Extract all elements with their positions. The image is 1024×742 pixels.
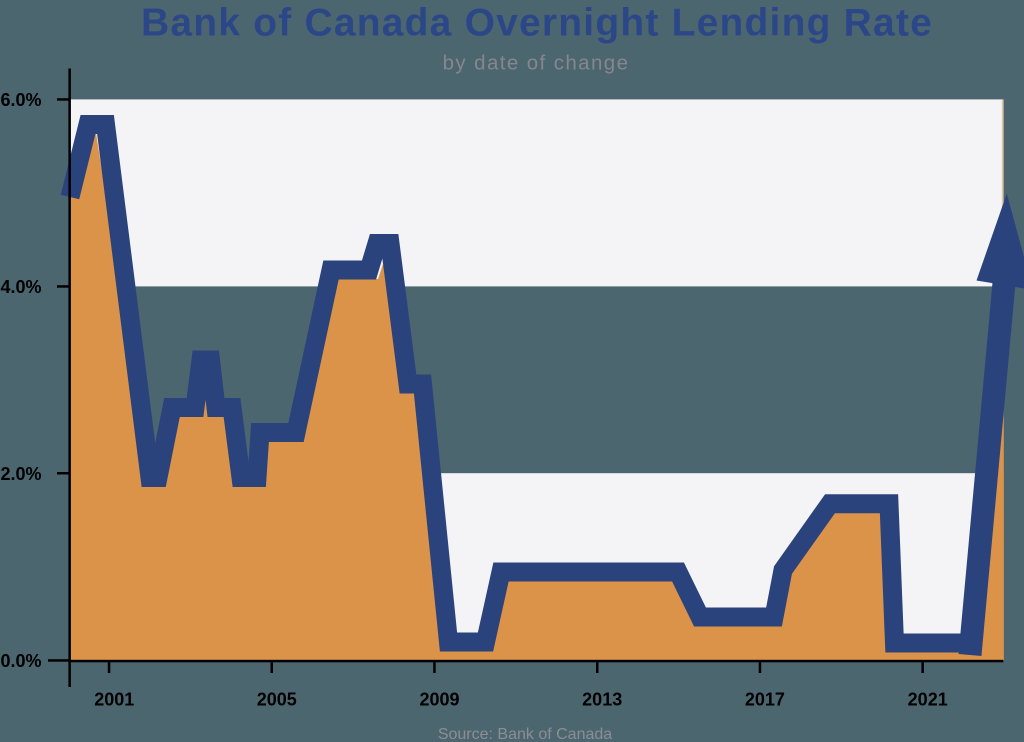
svg-text:0.0%: 0.0% (0, 651, 41, 671)
svg-text:Bank of Canada Overnight Lendi: Bank of Canada Overnight Lending Rate (141, 2, 933, 45)
svg-text:2009: 2009 (419, 690, 459, 710)
svg-text:Source: Bank of Canada: Source: Bank of Canada (438, 726, 612, 742)
svg-text:2021: 2021 (908, 690, 948, 710)
svg-text:4.0%: 4.0% (0, 277, 41, 297)
svg-text:6.0%: 6.0% (0, 90, 41, 110)
svg-text:2017: 2017 (745, 690, 785, 710)
svg-text:by date of change: by date of change (443, 52, 630, 75)
svg-text:2013: 2013 (582, 690, 622, 710)
svg-text:2001: 2001 (94, 690, 134, 710)
svg-text:2005: 2005 (257, 690, 297, 710)
svg-text:2.0%: 2.0% (0, 464, 41, 484)
